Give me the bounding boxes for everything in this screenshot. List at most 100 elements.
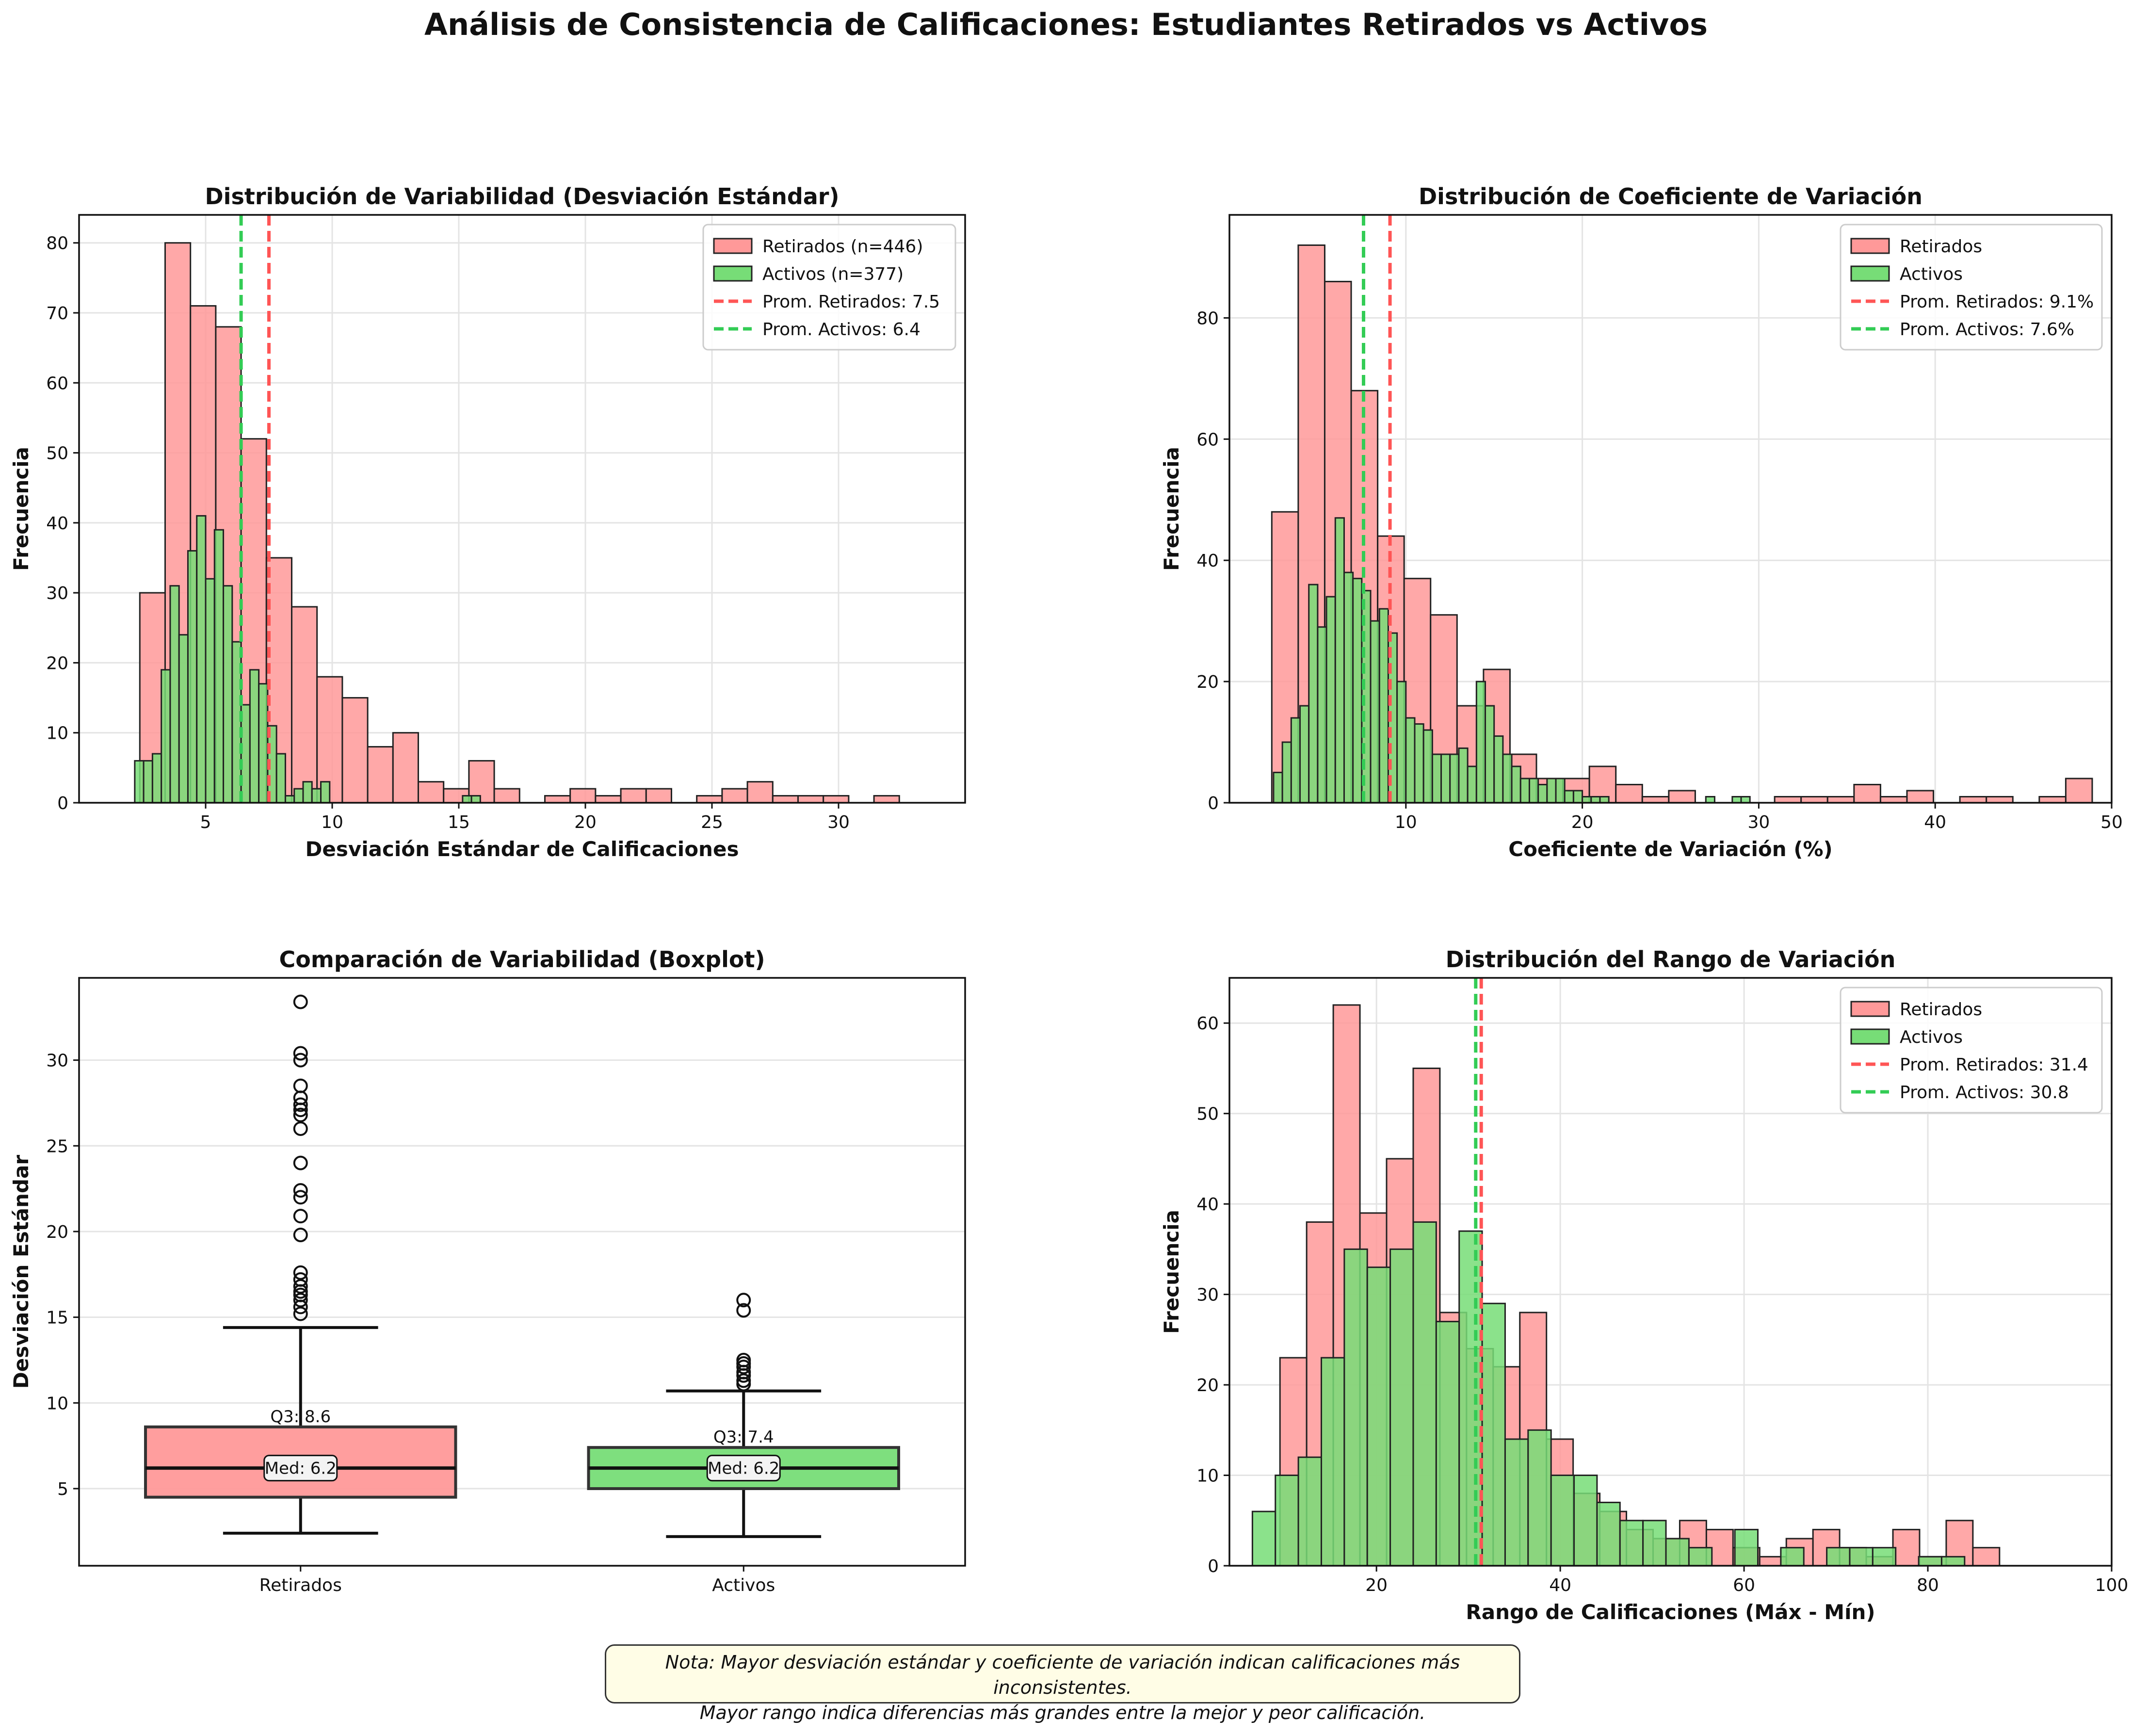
histogram-bar-activos (293, 788, 304, 804)
histogram-bar-retirados (1906, 790, 1935, 804)
outlier-point (736, 1293, 751, 1308)
histogram-bar-activos (1504, 1438, 1529, 1567)
legend-swatch (713, 238, 753, 254)
y-tick-label: 50 (1196, 1104, 1219, 1124)
histogram-bar-activos (1485, 705, 1495, 804)
y-tick-label: 40 (1196, 1195, 1219, 1215)
histogram-bar-activos (1528, 778, 1539, 804)
histogram-bar-activos (1537, 784, 1548, 804)
histogram-bar-activos (1550, 1475, 1575, 1567)
y-tick-label: 60 (46, 373, 68, 393)
outlier-point (293, 1228, 308, 1243)
y-tick-label: 10 (46, 724, 68, 744)
y-tick-label: 15 (46, 1308, 68, 1328)
footnote-line-1: Nota: Mayor desviación estándar y coefic… (665, 1652, 1460, 1698)
outlier-point (293, 1097, 308, 1112)
histogram-bar-activos (1290, 717, 1301, 804)
histogram-bar-activos (1599, 796, 1610, 804)
histogram-bar-activos (1389, 1248, 1414, 1567)
y-tick-label: 30 (46, 1051, 68, 1071)
histogram-bar-activos (1872, 1547, 1897, 1567)
histogram-bar-activos (1582, 796, 1592, 804)
legend-label: Prom. Activos: 7.6% (1900, 320, 2074, 340)
median-label-box (706, 1455, 781, 1482)
y-tick-label: 5 (57, 1479, 68, 1499)
y-tick-label: 20 (1196, 672, 1219, 692)
histogram-bar-retirados (1972, 1547, 2001, 1567)
histogram-bar-retirados (1615, 784, 1643, 804)
x-axis-label: Desviación Estándar de Calificaciones (306, 837, 739, 861)
histogram-bar-retirados (772, 795, 799, 804)
y-axis-label: Frecuencia (1160, 1210, 1183, 1334)
legend-label: Retirados (1900, 237, 1982, 257)
histogram-bar-retirados (569, 788, 597, 804)
histogram-bar-activos (1343, 571, 1354, 804)
x-tick-label: 30 (827, 812, 850, 832)
histogram-bar-activos (1826, 1547, 1851, 1567)
histogram-bar-retirados (1959, 796, 1987, 804)
x-tick-label: 40 (1924, 812, 1946, 832)
histogram-bar-activos (178, 634, 189, 804)
histogram-bar-retirados (645, 788, 672, 804)
histogram-bar-retirados (1668, 790, 1696, 804)
histogram-bar-retirados (797, 795, 824, 804)
histogram-bar-activos (1849, 1547, 1874, 1567)
histogram-bar-activos (1467, 765, 1477, 804)
histogram-bar-activos (1431, 753, 1442, 804)
x-tick-label: Retirados (259, 1575, 342, 1595)
x-tick-label: 50 (2100, 812, 2123, 832)
y-tick-label: 30 (1196, 1285, 1219, 1305)
outlier-point (293, 1272, 308, 1287)
legend-label: Prom. Activos: 6.4 (762, 320, 921, 340)
y-tick-label: 25 (46, 1136, 68, 1156)
legend-label: Retirados (n=446) (762, 237, 923, 257)
subplot-title: Distribución de Coeficiente de Variación (1419, 183, 1922, 210)
legend-box (702, 224, 956, 351)
histogram-bar-activos (134, 760, 145, 804)
footnote-line-2: Mayor rango indica diferencias más grand… (699, 1702, 1426, 1723)
histogram-bar-activos (462, 795, 472, 804)
histogram-bar-activos (1422, 729, 1433, 804)
histogram-bar-retirados (823, 795, 850, 804)
histogram-bar-activos (1573, 1475, 1598, 1567)
histogram-bar-retirados (721, 788, 748, 804)
y-tick-label: 80 (1196, 308, 1219, 328)
x-tick-label: 20 (574, 812, 597, 832)
y-tick-label: 70 (46, 304, 68, 324)
median-label-box (263, 1455, 338, 1482)
histogram-bar-activos (1740, 796, 1751, 804)
histogram-bar-activos (205, 578, 215, 804)
histogram-bar-retirados (1892, 1528, 1921, 1567)
y-tick-label: 10 (46, 1394, 68, 1413)
x-tick-label: 10 (321, 812, 343, 832)
histogram-bar-activos (143, 760, 153, 804)
histogram-bar-activos (1731, 796, 1742, 804)
histogram-bar-retirados (1879, 796, 1908, 804)
outlier-point (293, 1293, 308, 1308)
legend-label: Prom. Retirados: 7.5 (762, 292, 940, 312)
legend-box (1840, 224, 2103, 351)
x-tick-label: 20 (1365, 1575, 1388, 1595)
histogram-bar-retirados (544, 795, 571, 804)
histogram-bar-activos (1458, 747, 1469, 804)
histogram-bar-retirados (746, 781, 774, 804)
histogram-bar-activos (1705, 796, 1715, 804)
subplot-title: Distribución de Variabilidad (Desviación… (205, 183, 840, 210)
histogram-bar-retirados (620, 788, 647, 804)
y-tick-label: 20 (1196, 1376, 1219, 1395)
x-tick-label: 100 (2095, 1575, 2129, 1595)
histogram-bar-activos (1572, 790, 1583, 804)
histogram-bar-activos (213, 529, 225, 804)
histogram-bar-activos (1780, 1547, 1805, 1567)
histogram-bar-retirados (2038, 796, 2067, 804)
legend-swatch (1850, 1028, 1890, 1045)
subplot-title: Distribución del Rango de Variación (1446, 946, 1896, 973)
q3-label: Q3: 7.4 (713, 1428, 774, 1447)
histogram-bar-activos (1414, 723, 1424, 804)
histogram-bar-activos (1564, 790, 1574, 804)
histogram-bar-activos (1334, 517, 1345, 804)
histogram-bar-activos (1405, 717, 1416, 804)
histogram-bar-retirados (1853, 784, 1881, 804)
histogram-bar-activos (249, 669, 260, 804)
